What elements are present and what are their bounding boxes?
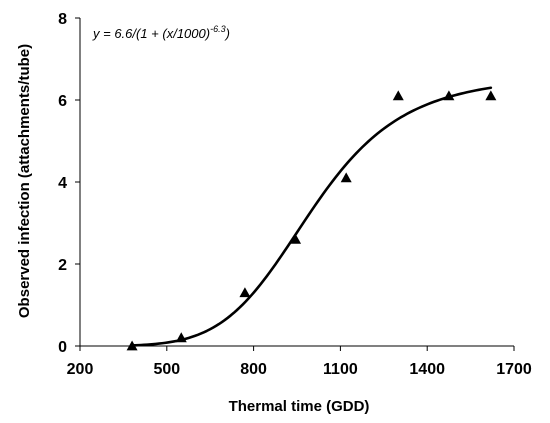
x-axis-label: Thermal time (GDD) — [229, 398, 370, 415]
axes — [79, 18, 514, 347]
data-point — [340, 172, 352, 183]
data-point — [239, 287, 251, 298]
data-point — [485, 90, 497, 101]
x-tick-label: 800 — [240, 361, 267, 378]
y-tick-label: 4 — [58, 175, 67, 192]
y-ticks: 0 2 4 6 8 — [58, 11, 80, 356]
y-axis-label: Observed infection (attachments/tube) — [16, 44, 33, 318]
data-points — [126, 90, 497, 351]
x-tick-label: 500 — [153, 361, 180, 378]
y-tick-label: 6 — [58, 93, 67, 110]
data-point — [392, 90, 404, 101]
equation-suffix: ) — [224, 26, 230, 41]
x-tick-label: 200 — [67, 361, 94, 378]
y-tick-label: 8 — [58, 11, 67, 28]
data-point — [290, 233, 302, 244]
equation-prefix: y = 6.6/(1 + (x/1000) — [92, 26, 210, 41]
x-ticks: 200 500 800 1100 1400 1700 — [67, 346, 532, 378]
equation-label: y = 6.6/(1 + (x/1000)-6.3) — [92, 24, 230, 41]
x-tick-label: 1400 — [409, 361, 445, 378]
data-point — [443, 90, 455, 101]
x-tick-label: 1700 — [496, 361, 532, 378]
x-tick-label: 1100 — [323, 361, 358, 378]
y-tick-label: 0 — [58, 339, 67, 356]
fit-curve — [130, 86, 493, 347]
y-tick-label: 2 — [58, 257, 67, 274]
data-point — [126, 340, 138, 351]
data-point — [175, 332, 187, 343]
equation-exponent: -6.3 — [210, 24, 226, 34]
